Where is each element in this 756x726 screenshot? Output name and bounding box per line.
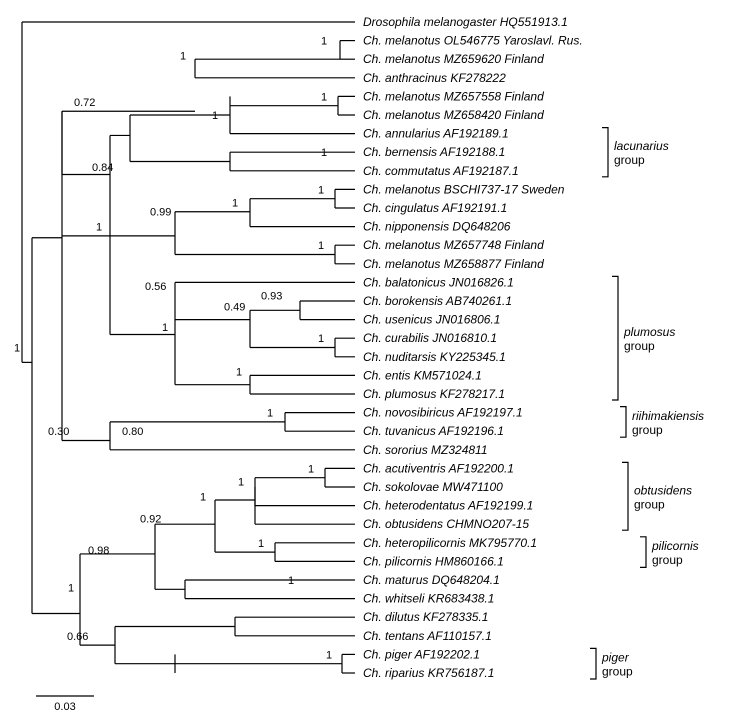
support-label: 0.93 <box>261 290 282 302</box>
support-label: 1 <box>318 240 324 252</box>
tip-label: Ch. pilicornis HM860166.1 <box>363 554 504 568</box>
tip-label: Ch. balatonicus JN016826.1 <box>363 275 514 289</box>
tip-label: Ch. piger AF192202.1 <box>363 647 480 661</box>
tip-label: Ch. maturus DQ648204.1 <box>363 573 500 587</box>
tip-label: Ch. riparius KR756187.1 <box>363 666 494 680</box>
tip-label: Ch. cingulatus AF192191.1 <box>363 201 507 215</box>
support-label: 0.66 <box>67 631 88 643</box>
tip-label: Ch. nipponensis DQ648206 <box>363 220 511 234</box>
tip-label: Ch. novosibiricus AF192197.1 <box>363 406 523 420</box>
tip-label: Ch. melanotus MZ657748 Finland <box>363 238 544 252</box>
tip-label: Ch. annularius AF192189.1 <box>363 127 509 141</box>
tip-label: Ch. curabilis JN016810.1 <box>363 331 497 345</box>
support-label: 1 <box>14 343 20 355</box>
support-label: 0.99 <box>150 207 171 219</box>
support-label: 1 <box>318 184 324 196</box>
support-label: 1 <box>267 408 273 420</box>
support-label: 0.80 <box>122 426 143 438</box>
tip-label: Ch. melanotus MZ658877 Finland <box>363 257 544 271</box>
tip-label: Ch. tuvanicus AF192196.1 <box>363 424 504 438</box>
tip-label: Ch. usenicus JN016806.1 <box>363 313 500 327</box>
group-bracket <box>602 128 608 177</box>
tip-label: Ch. plumosus KF278217.1 <box>363 387 505 401</box>
tip-label: Ch. sororius MZ324811 <box>363 443 488 457</box>
group-bracket <box>612 276 618 400</box>
support-label: 1 <box>236 367 242 379</box>
support-label: 1 <box>321 91 327 103</box>
tip-label: Ch. sokolovae MW471100 <box>363 480 503 494</box>
support-label: 0.56 <box>145 281 166 293</box>
tip-label: Ch. entis KM571024.1 <box>363 368 482 382</box>
support-label: 0.72 <box>74 97 95 109</box>
tip-label: Ch. bernensis AF192188.1 <box>363 145 505 159</box>
tip-label: Ch. heterodentatus AF192199.1 <box>363 499 533 513</box>
support-label: 1 <box>162 322 168 334</box>
group-sublabel: group <box>632 423 663 437</box>
tip-label: Ch. acutiventris AF192200.1 <box>363 461 514 475</box>
support-label: 1 <box>232 197 238 209</box>
group-bracket <box>620 407 626 438</box>
tip-label: Ch. nuditarsis KY225345.1 <box>363 350 506 364</box>
group-bracket <box>590 648 596 679</box>
tip-label: Ch. borokensis AB740261.1 <box>363 294 512 308</box>
support-label: 0.84 <box>92 162 113 174</box>
group-bracket <box>622 462 628 530</box>
tip-label: Ch. melanotus MZ659620 Finland <box>363 52 544 66</box>
tip-label: Ch. dilutus KF278335.1 <box>363 610 488 624</box>
group-label: obtusidens <box>634 483 692 497</box>
support-label: 1 <box>321 36 327 48</box>
group-label: plumosus <box>623 325 675 339</box>
group-bracket <box>640 537 646 568</box>
support-label: 1 <box>258 538 264 550</box>
tip-label: Ch. melanotus MZ657558 Finland <box>363 89 544 103</box>
support-label: 0.98 <box>88 545 109 557</box>
group-sublabel: group <box>624 339 655 353</box>
tip-label: Ch. obtusidens CHMNO207-15 <box>363 517 529 531</box>
support-label: 0.49 <box>224 302 245 314</box>
tip-label: Ch. whitseli KR683438.1 <box>363 592 494 606</box>
support-label: 1 <box>288 575 294 587</box>
support-label: 1 <box>318 333 324 345</box>
support-label: 1 <box>238 476 244 488</box>
tip-label: Ch. commutatus AF192187.1 <box>363 164 519 178</box>
tip-label: Ch. melanotus OL546775 Yaroslavl. Rus. <box>363 34 583 48</box>
support-label: 1 <box>326 649 332 661</box>
tip-label: Ch. melanotus MZ658420 Finland <box>363 108 544 122</box>
group-label: piger <box>601 651 630 665</box>
support-label: 1 <box>321 147 327 159</box>
group-sublabel: group <box>652 553 683 567</box>
scale-label: 0.03 <box>54 701 75 713</box>
group-label: riihimakiensis <box>632 409 704 423</box>
group-sublabel: group <box>602 665 633 679</box>
tip-label: Drosophila melanogaster HQ551913.1 <box>363 15 568 29</box>
support-label: 0.92 <box>140 514 161 526</box>
support-label: 1 <box>200 491 206 503</box>
group-label: lacunarius <box>614 139 669 153</box>
group-sublabel: group <box>614 153 645 167</box>
group-sublabel: group <box>634 497 665 511</box>
support-label: 1 <box>68 582 74 594</box>
tip-label: Ch. heteropilicornis MK795770.1 <box>363 536 537 550</box>
group-label: pilicornis <box>651 539 699 553</box>
tip-label: Ch. melanotus BSCHI737-17 Sweden <box>363 182 565 196</box>
support-label: 1 <box>308 463 314 475</box>
support-label: 1 <box>96 222 102 234</box>
support-label: 1 <box>212 110 218 122</box>
tip-label: Ch. tentans AF110157.1 <box>363 629 492 643</box>
support-label: 1 <box>180 50 186 62</box>
tip-label: Ch. anthracinus KF278222 <box>363 71 506 85</box>
support-label: 0.30 <box>48 426 69 438</box>
